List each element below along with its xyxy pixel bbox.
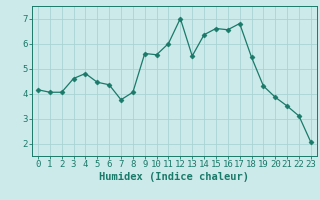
X-axis label: Humidex (Indice chaleur): Humidex (Indice chaleur) [100,172,249,182]
